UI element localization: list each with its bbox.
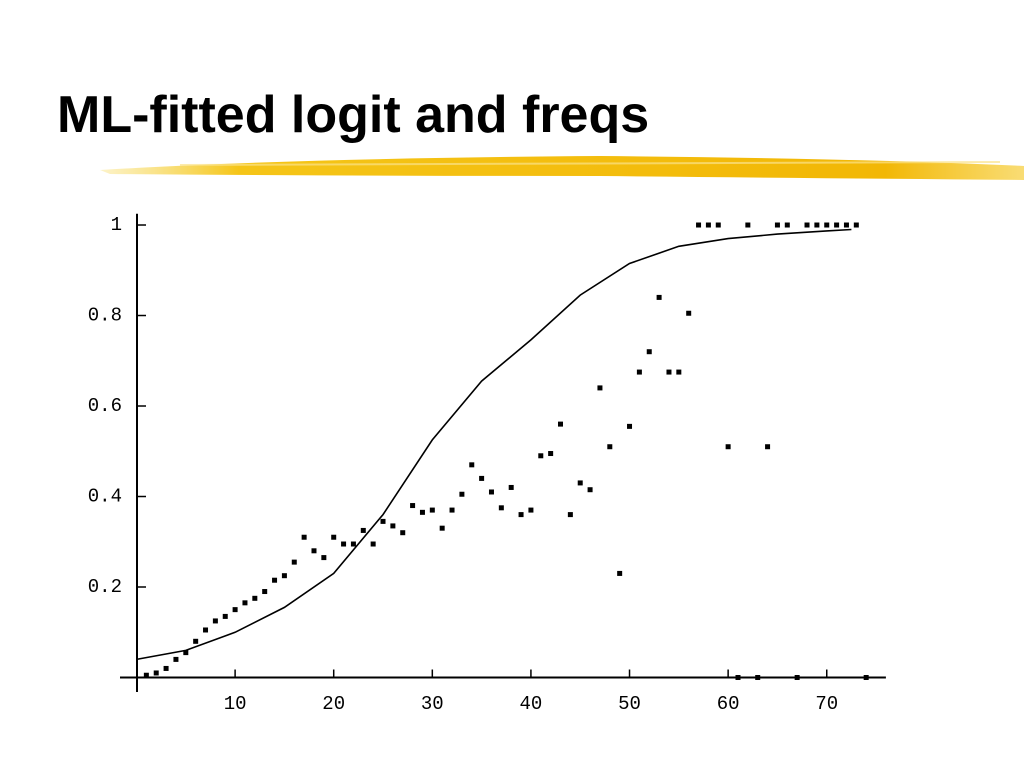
data-point	[262, 589, 268, 595]
data-point	[153, 670, 159, 676]
y-tick-label: 0.6	[88, 395, 122, 417]
data-point	[834, 222, 840, 228]
data-point	[705, 222, 711, 228]
data-point	[627, 423, 633, 429]
data-point	[765, 444, 771, 450]
data-point	[548, 451, 554, 457]
data-point	[242, 600, 248, 606]
data-point	[380, 518, 386, 524]
data-point	[301, 534, 307, 540]
data-point	[400, 530, 406, 536]
data-point	[311, 548, 317, 554]
data-point	[824, 222, 830, 228]
data-point	[321, 555, 327, 561]
data-point	[617, 570, 623, 576]
brush-highlight	[179, 161, 1001, 166]
data-point	[735, 675, 741, 680]
data-point	[646, 349, 652, 355]
data-point	[143, 672, 149, 678]
data-point	[686, 310, 692, 316]
data-point	[488, 489, 494, 495]
data-point	[794, 675, 800, 680]
fitted-curve	[136, 228, 852, 661]
data-point	[498, 505, 504, 511]
title-underline	[100, 156, 1024, 180]
data-point	[745, 222, 751, 228]
y-tick-label: 0.2	[88, 576, 122, 598]
data-point	[410, 503, 416, 509]
data-point	[163, 665, 169, 671]
data-point	[281, 573, 287, 579]
data-point	[814, 222, 820, 228]
data-point	[528, 507, 534, 513]
data-point	[607, 444, 613, 450]
data-point	[459, 491, 465, 497]
data-point	[784, 222, 790, 228]
data-point	[597, 385, 603, 391]
data-point	[696, 222, 702, 228]
data-point	[804, 222, 810, 228]
data-point	[429, 507, 435, 513]
y-tick-label: 0.8	[88, 305, 122, 327]
data-point	[360, 527, 366, 533]
x-tick-label: 10	[224, 693, 247, 715]
data-point	[291, 559, 297, 565]
data-point	[212, 618, 218, 624]
y-tick-label: 1	[111, 214, 122, 236]
data-point	[439, 525, 445, 531]
data-point	[469, 462, 475, 468]
data-point	[518, 512, 524, 518]
data-point	[676, 369, 682, 375]
x-tick-label: 60	[717, 693, 740, 715]
x-tick-label: 20	[322, 693, 345, 715]
data-point	[567, 512, 573, 518]
data-point	[449, 507, 455, 513]
data-point	[370, 541, 376, 547]
data-point	[863, 675, 869, 680]
data-point	[479, 475, 485, 481]
data-point	[193, 638, 199, 644]
data-point	[577, 480, 583, 486]
data-point	[558, 421, 564, 427]
data-point	[222, 613, 228, 619]
data-point	[715, 222, 721, 228]
data-point	[232, 607, 238, 613]
data-point	[183, 650, 189, 656]
data-point	[350, 541, 356, 547]
x-tick-label: 30	[421, 693, 444, 715]
data-point	[390, 523, 396, 529]
data-point	[774, 222, 780, 228]
data-point	[331, 534, 337, 540]
data-point	[203, 627, 209, 633]
slide-title: ML-fitted logit and freqs	[57, 86, 649, 144]
x-tick-label: 70	[815, 693, 838, 715]
data-point	[538, 453, 544, 459]
y-tick-label: 0.4	[88, 486, 122, 508]
data-point	[419, 509, 425, 515]
x-tick-label: 40	[520, 693, 543, 715]
plot: 0.2 0.4 0.6 0.8 1 10 20 30 40 50 60 70	[88, 213, 886, 715]
data-point	[666, 369, 672, 375]
data-point	[843, 222, 849, 228]
data-point	[636, 369, 642, 375]
data-point	[853, 222, 859, 228]
data-point	[508, 484, 514, 490]
data-point	[755, 675, 761, 680]
data-point	[725, 444, 731, 450]
data-point	[272, 577, 278, 583]
data-point	[341, 541, 347, 547]
data-point	[252, 595, 258, 601]
data-point	[587, 487, 593, 493]
data-point	[173, 656, 179, 662]
x-tick-label: 50	[618, 693, 641, 715]
data-point	[656, 294, 662, 300]
